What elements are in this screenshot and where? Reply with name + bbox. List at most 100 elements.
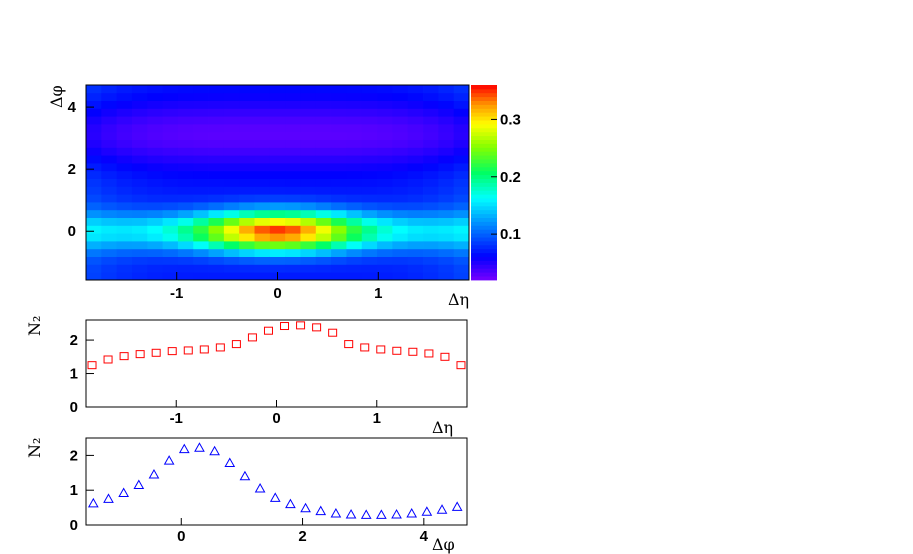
colorbar-step [471, 272, 497, 277]
heatmap-cell [254, 202, 271, 211]
data-point [148, 469, 160, 479]
dphi-projection-frame [85, 437, 468, 526]
heatmap-cell [407, 155, 424, 164]
heatmap-cell [438, 217, 455, 226]
heatmap-cell [162, 163, 179, 172]
heatmap-cell [346, 264, 363, 273]
heatmap-cell [86, 264, 102, 273]
heatmap-cell [331, 116, 347, 125]
heatmap-cell [346, 85, 363, 94]
heatmap-cell [392, 155, 409, 164]
heatmap-cell [86, 186, 102, 195]
heatmap-cell [223, 108, 240, 117]
heatmap-cell [453, 139, 470, 148]
heatmap-cell [346, 131, 363, 140]
heatmap-cell [361, 264, 378, 273]
data-point [451, 501, 463, 511]
colorbar-step [471, 127, 497, 133]
heatmap-cell [285, 170, 301, 179]
heatmap-cell [86, 108, 102, 117]
heatmap-cell [193, 233, 209, 242]
heatmap-cell [423, 209, 439, 218]
heatmap-cell [361, 116, 378, 125]
heatmap-cell [116, 209, 133, 218]
data-point [199, 345, 209, 354]
heatmap-cell [285, 116, 301, 125]
heatmap-cell [162, 155, 179, 164]
x-tick-label: 0 [177, 528, 185, 545]
deta-projection-ticks: -1 0 1 0 1 2 [70, 332, 381, 427]
heatmap-cell [361, 209, 378, 218]
heatmap-cell [377, 139, 393, 148]
heatmap-cell [331, 139, 347, 148]
heatmap-cell [193, 131, 209, 140]
heatmap-cell [147, 217, 163, 226]
heatmap-cell [239, 92, 255, 101]
heatmap-cell [254, 217, 271, 226]
colorbar-step [471, 217, 497, 222]
heatmap-cell [116, 225, 133, 234]
heatmap-cell [162, 202, 179, 211]
heatmap-cell [254, 85, 271, 94]
heatmap-x-tick-label: -1 [170, 285, 183, 302]
heatmap-cell [254, 124, 271, 133]
data-point [406, 507, 418, 518]
heatmap-cell [407, 233, 424, 242]
data-point [87, 497, 99, 508]
heatmap-cell [223, 155, 240, 164]
data-point [391, 509, 402, 519]
heatmap-cell [162, 272, 179, 281]
heatmap-cell [346, 241, 363, 250]
heatmap-cell [223, 202, 240, 211]
heatmap-cell [254, 225, 271, 234]
heatmap-cell [223, 92, 240, 101]
heatmap-cell [438, 241, 455, 250]
heatmap-cell [346, 116, 363, 125]
heatmap-cell [438, 186, 455, 195]
heatmap-cell [346, 186, 363, 195]
heatmap-cell [101, 202, 118, 211]
heatmap-cell [193, 264, 209, 273]
heatmap-cell [346, 233, 363, 242]
deta-projection-y-axis-label: N₂ [25, 316, 44, 336]
heatmap-cell [453, 248, 470, 257]
colorbar-step [471, 225, 497, 230]
heatmap-cell [269, 264, 286, 273]
heatmap-cell [285, 163, 301, 172]
heatmap-cell [147, 163, 163, 172]
heatmap-cell [392, 116, 409, 125]
heatmap-cell [315, 194, 332, 203]
heatmap-cell [269, 248, 286, 257]
heatmap-cell [193, 139, 209, 148]
heatmap-cell [377, 178, 393, 187]
heatmap-cell [269, 241, 286, 250]
heatmap-cell [86, 233, 102, 242]
heatmap-cell [131, 100, 148, 109]
heatmap-cell [131, 186, 148, 195]
data-point [194, 442, 205, 452]
data-point [315, 505, 327, 516]
heatmap-cell [162, 147, 179, 156]
x-tick-label: 2 [298, 528, 306, 545]
colorbar-step [471, 85, 497, 90]
heatmap-cell [86, 139, 102, 148]
colorbar [471, 85, 497, 281]
heatmap-cell [116, 147, 133, 156]
heatmap-cell [315, 209, 332, 218]
heatmap-cell [438, 170, 455, 179]
heatmap-cell [346, 163, 363, 172]
heatmap-cell [392, 124, 409, 133]
colorbar-step [471, 205, 497, 211]
heatmap-cell [239, 217, 255, 226]
heatmap-cell [116, 248, 133, 257]
heatmap-cell [208, 194, 225, 203]
deta-projection-x-axis-label: Δη [432, 418, 453, 437]
heatmap-cell [239, 202, 255, 211]
heatmap-cell [453, 108, 470, 117]
heatmap-cell [254, 116, 271, 125]
colorbar-tick-label: 0.1 [500, 226, 521, 243]
heatmap-cell [254, 131, 271, 140]
heatmap-cell [423, 85, 439, 94]
heatmap-cell [147, 139, 163, 148]
